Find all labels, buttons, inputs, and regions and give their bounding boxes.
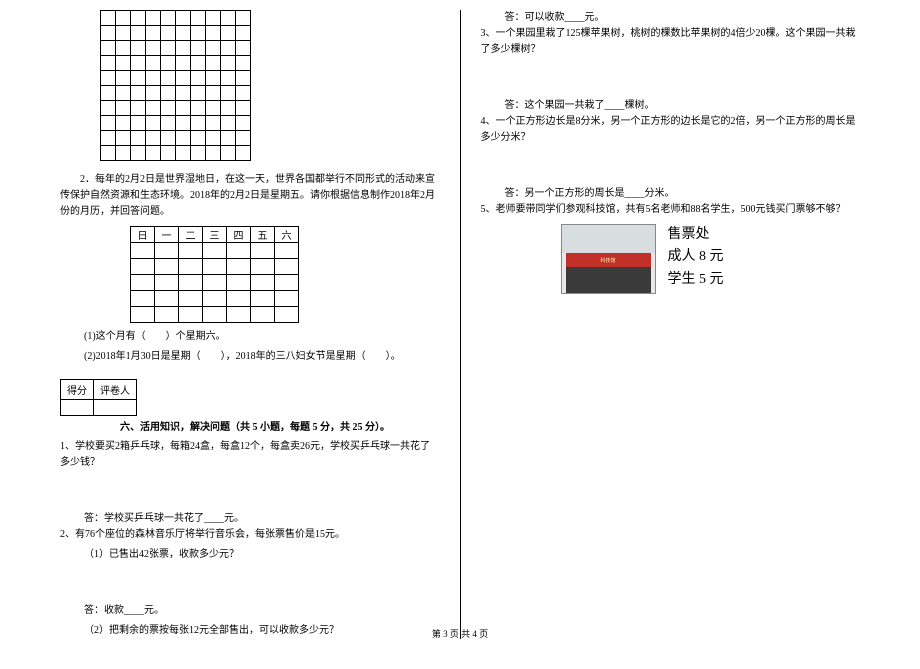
page-footer: 第 3 页 共 4 页 [0,627,920,640]
problem-2-sub1: （1）已售出42张票，收款多少元？ [84,547,440,563]
problem-3: 3、一个果园里栽了125棵苹果树，桃树的棵数比苹果树的4倍少20棵。这个果园一共… [481,26,861,58]
photo-banner: 科技馆 [566,253,651,267]
reviewer-cell [94,400,137,416]
ticket-adult: 成人 8 元 [668,246,724,268]
grid-10x10 [100,10,251,161]
score-box: 得分 评卷人 [60,379,137,416]
problem-2-answer1: 答：收款____元。 [84,603,440,619]
section-6-title: 六、活用知识，解决问题（共 5 小题，每题 5 分，共 25 分）。 [120,418,440,433]
problem-2: 2、有76个座位的森林音乐厅将举行音乐会，每张票售价是15元。 [60,527,440,543]
question-2-text: 2．每年的2月2日是世界湿地日，在这一天，世界各国都举行不同形式的活动来宣传保护… [60,172,440,220]
problem-1-answer: 答：学校买乒乓球一共花了____元。 [84,511,440,527]
ticket-title: 售票处 [668,224,724,246]
problem-4: 4、一个正方形边长是8分米，另一个正方形的边长是它的2倍，另一个正方形的周长是多… [481,114,861,146]
score-label: 得分 [61,380,94,400]
left-column: 2．每年的2月2日是世界湿地日，在这一天，世界各国都举行不同形式的活动来宣传保护… [60,10,440,639]
problem-3-answer: 答：这个果园一共栽了____棵树。 [505,98,861,114]
ticket-info: 科技馆 售票处 成人 8 元 学生 5 元 [561,224,861,294]
reviewer-label: 评卷人 [94,380,137,400]
museum-photo: 科技馆 [561,224,656,294]
score-cell [61,400,94,416]
right-column: 答：可以收款____元。 3、一个果园里栽了125棵苹果树，桃树的棵数比苹果树的… [481,10,861,639]
q2-sub1: (1)这个月有（ ）个星期六。 [84,329,440,345]
problem-2-answer2: 答：可以收款____元。 [505,10,861,26]
ticket-price-box: 售票处 成人 8 元 学生 5 元 [668,224,724,291]
problem-1: 1、学校要买2箱乒乓球，每箱24盒，每盒12个，每盒卖26元，学校买乒乓球一共花… [60,439,440,471]
problem-4-answer: 答：另一个正方形的周长是____分米。 [505,186,861,202]
ticket-student: 学生 5 元 [668,269,724,291]
column-divider [460,10,461,639]
calendar-table: 日一二三四五六 [130,226,440,323]
q2-sub2: (2)2018年1月30日是星期（ ），2018年的三八妇女节是星期（ ）。 [84,349,440,365]
problem-5: 5、老师要带同学们参观科技馆，共有5名老师和88名学生，500元钱买门票够不够？ [481,202,861,218]
